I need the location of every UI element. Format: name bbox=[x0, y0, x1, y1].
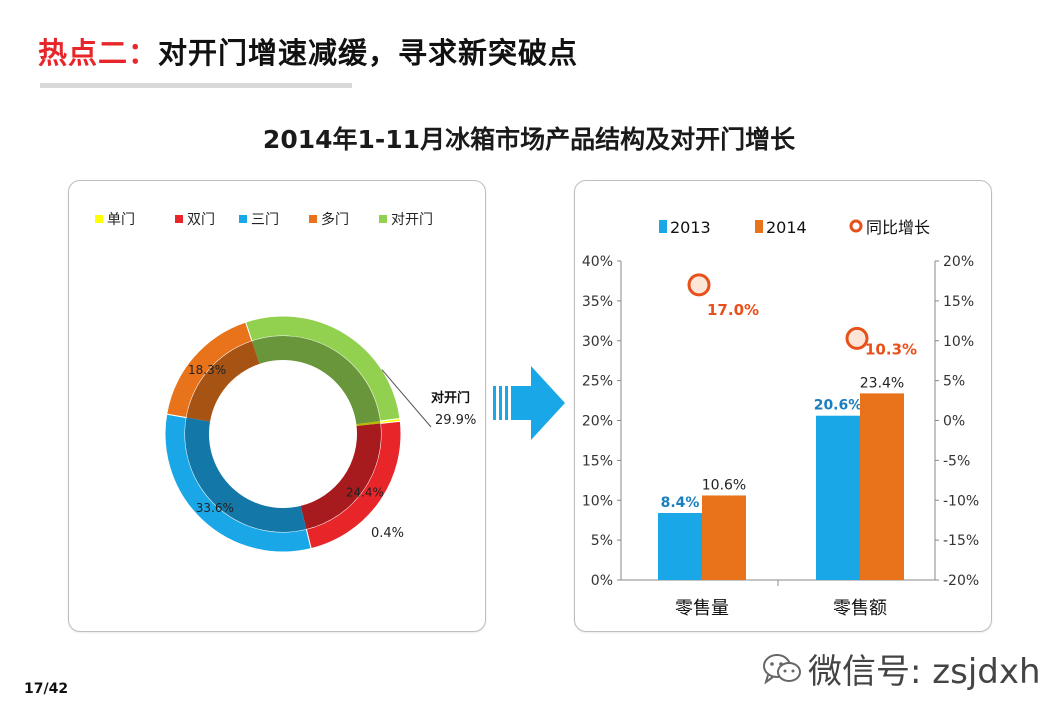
bar-legend-marker-growth bbox=[849, 219, 863, 233]
growth-label-0: 17.0% bbox=[707, 301, 759, 319]
y2-tick-label-8: 20% bbox=[943, 254, 974, 270]
legend-label-2: 三门 bbox=[251, 212, 279, 228]
bar-2014-0 bbox=[702, 495, 746, 580]
wechat-id-text: 微信号: zsjdxh bbox=[808, 652, 1041, 692]
y2-tick-label-6: 10% bbox=[943, 334, 974, 350]
y2-tick-label-2: -10% bbox=[943, 493, 979, 509]
y2-tick-label-3: -5% bbox=[943, 453, 970, 469]
donut-label-2: 24.4% bbox=[346, 485, 384, 499]
y2-tick-label-5: 5% bbox=[943, 374, 965, 390]
bar-2013-1 bbox=[816, 415, 860, 580]
donut-slice-inner-3 bbox=[185, 417, 307, 532]
y-tick-label-0: 0% bbox=[591, 573, 613, 589]
chart-subtitle: 2014年1-11月冰箱市场产品结构及对开门增长 bbox=[262, 125, 796, 154]
page-title-main: 对开门增速减缓，寻求新突破点 bbox=[158, 36, 579, 70]
donut-chart-panel: 单门 双门 三门 多门 对开门 33.6% 18.3% 24.4% 0.4% 对开门 29.9% bbox=[68, 180, 486, 632]
y-tick-label-6: 30% bbox=[582, 334, 613, 350]
bar-legend-swatch-0 bbox=[659, 220, 667, 233]
title-underline bbox=[40, 83, 352, 88]
bar-label-2013-0: 8.4% bbox=[661, 495, 700, 511]
y2-tick-label-4: 0% bbox=[943, 414, 965, 430]
donut-label-single: 0.4% bbox=[371, 526, 404, 541]
donut-slice-inner-1 bbox=[356, 421, 381, 427]
growth-label-1: 10.3% bbox=[865, 340, 917, 358]
legend-label-4: 对开门 bbox=[391, 212, 433, 228]
y-tick-label-1: 5% bbox=[591, 533, 613, 549]
wechat-watermark: 微信号: zsjdxh bbox=[762, 644, 1041, 693]
growth-marker-0 bbox=[687, 273, 711, 297]
y-tick-label-8: 40% bbox=[582, 254, 613, 270]
donut-slice-inner-2 bbox=[300, 423, 381, 530]
bar-legend-label-growth: 同比增长 bbox=[866, 218, 930, 237]
x-tick-label-1: 零售额 bbox=[833, 598, 887, 619]
y-tick-label-7: 35% bbox=[582, 294, 613, 310]
y-tick-label-2: 10% bbox=[582, 493, 613, 509]
donut-callout-name: 对开门 bbox=[431, 390, 470, 406]
y2-tick-label-0: -20% bbox=[943, 573, 979, 589]
donut-callout-value: 29.9% bbox=[435, 413, 476, 428]
bar-label-2014-1: 23.4% bbox=[860, 375, 904, 391]
legend-swatch-2 bbox=[239, 215, 247, 223]
page-number: 17/42 bbox=[24, 681, 69, 697]
growth-marker-1 bbox=[845, 326, 869, 350]
bar-2014-1 bbox=[860, 393, 904, 580]
bar-legend-swatch-1 bbox=[755, 220, 763, 233]
donut-label-0: 33.6% bbox=[196, 501, 234, 515]
y-tick-label-5: 25% bbox=[582, 374, 613, 390]
bar-chart-panel: 2013 2014 同比增长 0% 5% 10% 15% 20% 25% 30% 35% 40% -20… bbox=[574, 180, 992, 632]
x-tick-label-0: 零售量 bbox=[675, 598, 729, 619]
donut-callout-line bbox=[381, 369, 432, 428]
legend-label-3: 多门 bbox=[321, 211, 349, 228]
y-tick-label-4: 20% bbox=[582, 414, 613, 430]
bar-label-2013-1: 20.6% bbox=[814, 398, 863, 414]
y2-tick-label-1: -15% bbox=[943, 533, 979, 549]
legend-swatch-3 bbox=[309, 215, 317, 223]
y-tick-label-3: 15% bbox=[582, 453, 613, 469]
donut-slice-inner-0 bbox=[251, 336, 381, 425]
page-title-prefix: 热点二： bbox=[38, 36, 159, 70]
bar-legend-label-0: 2013 bbox=[670, 218, 711, 237]
legend-label-1: 双门 bbox=[187, 212, 215, 228]
bar-2013-0 bbox=[658, 513, 702, 580]
bar-chart: 2013 2014 同比增长 0% 5% 10% 15% 20% 25% 30% 35% 40% -20… bbox=[582, 218, 979, 619]
legend-swatch-1 bbox=[175, 215, 183, 223]
donut-label-1: 18.3% bbox=[188, 363, 226, 377]
donut-slice-inner-4 bbox=[186, 341, 260, 422]
wechat-icon bbox=[763, 653, 801, 684]
bar-label-2014-0: 10.6% bbox=[702, 477, 746, 493]
right-arrow-icon bbox=[493, 366, 565, 440]
y2-tick-label-7: 15% bbox=[943, 294, 974, 310]
legend-swatch-0 bbox=[95, 215, 103, 223]
legend-swatch-4 bbox=[379, 215, 387, 223]
bar-legend-label-1: 2014 bbox=[766, 218, 807, 237]
legend-label-0: 单门 bbox=[107, 212, 135, 228]
page-title: 热点二：对开门增速减缓，寻求新突破点 bbox=[38, 30, 578, 72]
